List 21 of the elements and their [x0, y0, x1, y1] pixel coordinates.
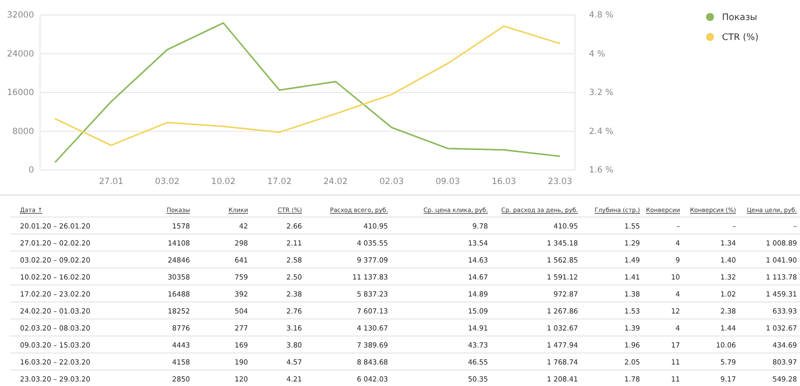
y2-tick-label: 3.2 %	[589, 88, 614, 98]
x-tick-label: 03.02	[155, 177, 180, 188]
x-tick-label: 02.03	[379, 177, 404, 188]
y2-tick-label: 4 %	[589, 49, 606, 60]
y2-tick-label: 4.8 %	[589, 10, 614, 21]
y-tick-label: 0	[28, 166, 34, 176]
x-tick-label: 09.03	[436, 177, 460, 188]
y2-tick-label: 2.4 %	[589, 126, 614, 137]
legend-label: CTR (%)	[722, 33, 758, 44]
x-tick-label: 10.02	[211, 177, 236, 188]
x-tick-label: 24.02	[323, 177, 348, 188]
y-tick-label: 24000	[6, 49, 34, 60]
y-tick-label: 8000	[12, 126, 34, 137]
y-tick-label: 16000	[6, 88, 34, 98]
legend-label: Показы	[722, 13, 758, 24]
x-tick-label: 16.03	[492, 177, 516, 188]
x-tick-label: 27.01	[98, 177, 124, 188]
y2-tick-label: 1.6 %	[589, 166, 614, 176]
y-tick-label: 32000	[6, 10, 34, 21]
x-tick-label: 17.02	[267, 177, 292, 188]
x-tick-label: 23.03	[548, 177, 572, 188]
